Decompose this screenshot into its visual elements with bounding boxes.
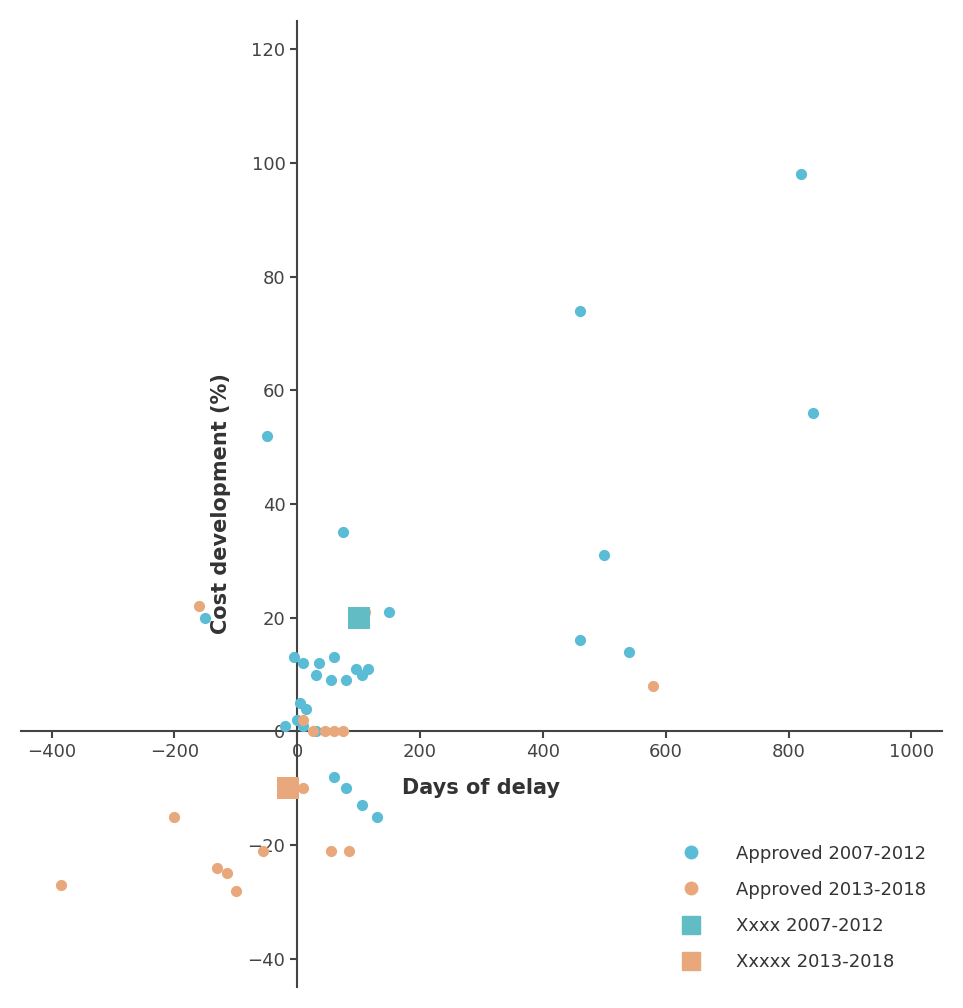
Y-axis label: Cost development (%): Cost development (%) <box>211 374 231 634</box>
Point <box>277 718 293 734</box>
Point <box>354 666 370 682</box>
Point <box>370 808 385 825</box>
Point <box>360 661 376 677</box>
Point <box>794 166 809 182</box>
Point <box>210 860 225 876</box>
Point <box>572 632 587 648</box>
Point <box>621 644 637 660</box>
Point <box>296 718 311 734</box>
Point <box>646 677 662 694</box>
Point <box>339 672 354 688</box>
Point <box>597 547 612 563</box>
Point <box>348 661 363 677</box>
Point <box>259 427 274 444</box>
Point <box>572 302 587 319</box>
Point <box>351 610 366 626</box>
Point <box>308 724 324 740</box>
Point <box>326 769 342 785</box>
Point <box>192 599 207 615</box>
Point <box>167 808 182 825</box>
Point <box>326 649 342 665</box>
Point <box>335 524 351 540</box>
Point <box>296 655 311 671</box>
Point <box>324 672 339 688</box>
Point <box>305 724 321 740</box>
Point <box>317 724 332 740</box>
Point <box>354 797 370 813</box>
Point <box>324 843 339 859</box>
Point <box>308 666 324 682</box>
Point <box>805 405 820 421</box>
X-axis label: Days of delay: Days of delay <box>403 778 560 798</box>
Point <box>197 610 213 626</box>
Point <box>256 843 272 859</box>
Point <box>280 780 296 796</box>
Point <box>293 695 308 711</box>
Point <box>53 877 68 893</box>
Legend: Approved 2007-2012, Approved 2013-2018, Xxxx 2007-2012, Xxxxx 2013-2018: Approved 2007-2012, Approved 2013-2018, … <box>665 838 933 978</box>
Point <box>381 604 397 620</box>
Point <box>342 843 357 859</box>
Point <box>311 655 326 671</box>
Point <box>219 866 234 882</box>
Point <box>286 649 301 665</box>
Point <box>335 724 351 740</box>
Point <box>299 701 314 717</box>
Point <box>339 780 354 796</box>
Point <box>296 712 311 728</box>
Point <box>296 780 311 796</box>
Point <box>228 882 244 898</box>
Point <box>326 724 342 740</box>
Point <box>290 712 305 728</box>
Point <box>357 604 373 620</box>
